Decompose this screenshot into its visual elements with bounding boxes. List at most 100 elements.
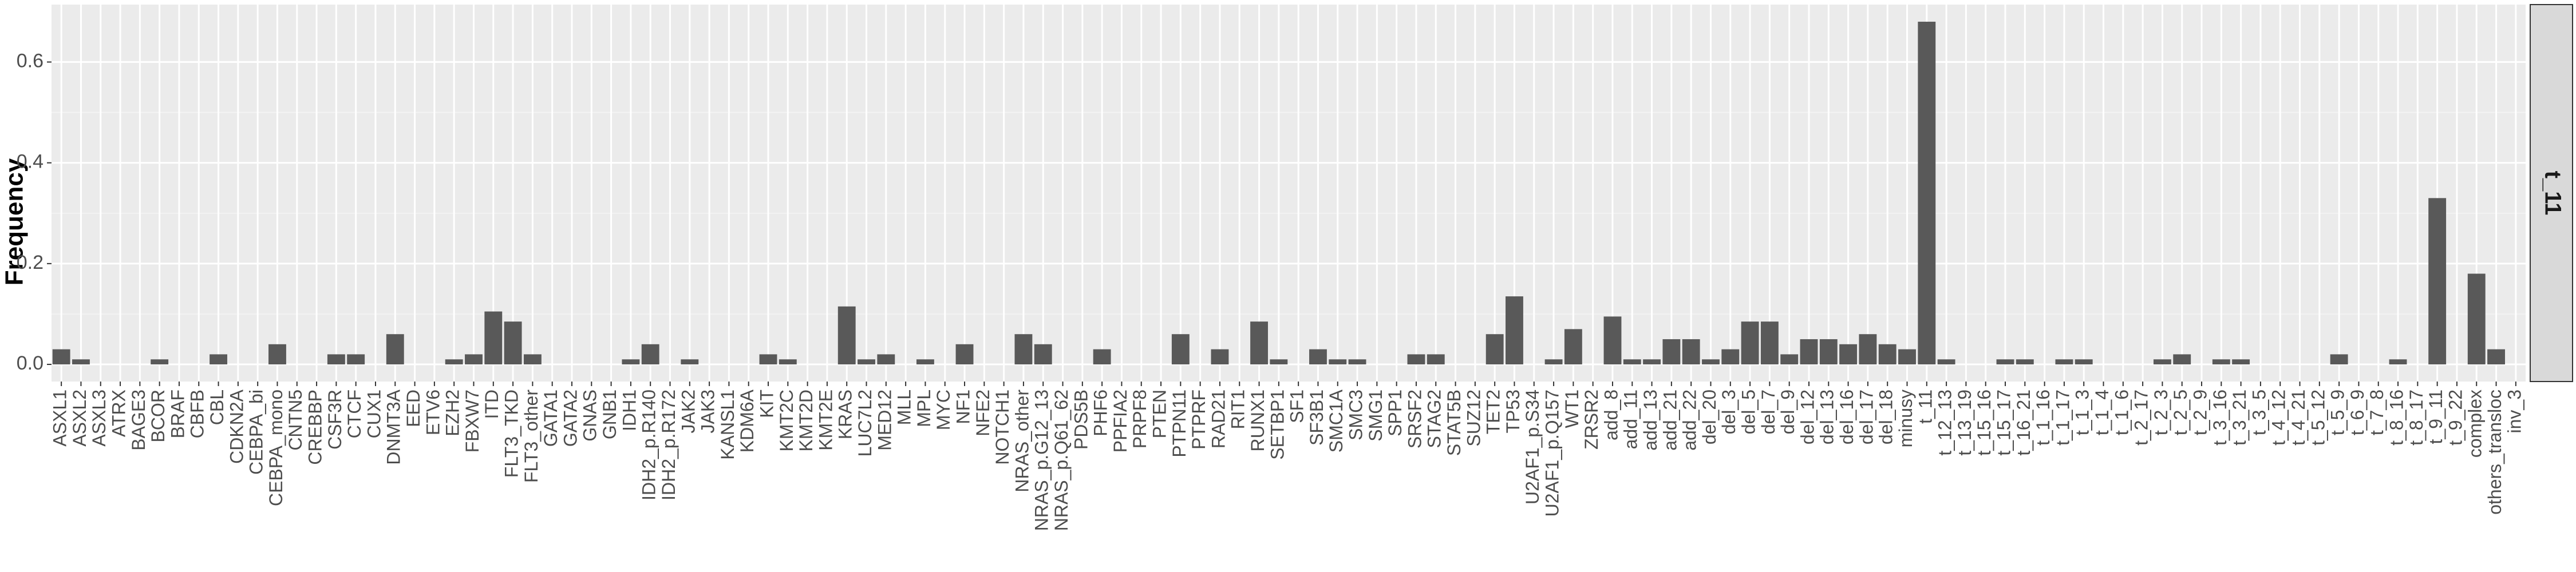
bar	[1996, 359, 2014, 365]
x-tick-label: KMT2C	[776, 390, 797, 451]
x-tick-label: MLL	[894, 390, 915, 425]
bar	[1859, 334, 1877, 365]
x-tick-label: del_13	[1817, 390, 1838, 444]
x-tick-label: NOTCH1	[992, 390, 1013, 465]
bar	[837, 306, 856, 365]
bar	[210, 354, 227, 365]
x-tick-label: ASXL2	[69, 390, 90, 447]
x-tick-label: t_2_9	[2190, 390, 2210, 435]
facet-strip	[2530, 4, 2573, 382]
x-tick-label: del_12	[1797, 390, 1818, 444]
x-tick-label: t_12_13	[1935, 390, 1955, 456]
x-tick-label: t_8_16	[2386, 390, 2407, 446]
x-tick-label: PTPRF	[1188, 390, 1209, 450]
x-tick-label: add_22	[1680, 390, 1700, 451]
plot-background	[52, 5, 2526, 382]
x-tick-label: t_15_17	[1993, 390, 2014, 456]
x-tick-label: ETV6	[422, 390, 443, 435]
x-tick-label: LUC7L2	[855, 390, 875, 456]
bar	[1093, 349, 1111, 365]
x-tick-label: STAG2	[1424, 390, 1445, 448]
x-tick-label: t_1_3	[2072, 390, 2093, 435]
bar	[681, 359, 699, 365]
x-tick-label: SMC1A	[1326, 389, 1346, 452]
x-tick-label: CDKN2A	[226, 389, 247, 463]
bar	[2389, 359, 2407, 365]
x-tick-label: SPP1	[1385, 390, 1405, 436]
x-tick-label: CSF3R	[325, 390, 345, 450]
bar	[1485, 334, 1504, 365]
x-tick-label: PTEN	[1149, 390, 1170, 438]
x-tick-label: CBL	[207, 390, 227, 425]
bar	[2428, 198, 2447, 365]
bar	[386, 334, 404, 365]
bar	[1839, 344, 1858, 365]
x-tick-label: KIT	[756, 390, 777, 418]
x-tick-label: EED	[403, 390, 424, 427]
x-tick-label: t_1_17	[2052, 390, 2073, 446]
x-tick-label: add_21	[1660, 390, 1680, 451]
x-tick-label: inv_3	[2504, 390, 2524, 434]
x-tick-label: t_2_5	[2170, 390, 2191, 435]
x-tick-label: CEBPA_bi	[246, 390, 267, 475]
x-tick-label: ASXL1	[50, 390, 70, 447]
bar	[1819, 339, 1838, 365]
bar	[1014, 334, 1033, 365]
x-tick-label: t_3_5	[2249, 390, 2269, 435]
bar	[523, 354, 542, 365]
x-tick-label: MYC	[933, 390, 954, 430]
x-tick-label: BAGE3	[128, 390, 149, 451]
x-tick-label: SF1	[1287, 390, 1307, 423]
x-tick-label: GNAS	[580, 390, 600, 442]
x-tick-label: t_13_19	[1954, 390, 1975, 456]
bar	[1682, 339, 1700, 365]
x-tick-label: complex	[2465, 390, 2486, 458]
x-tick-label: ITD	[481, 390, 502, 419]
x-tick-label: RIT1	[1228, 390, 1249, 429]
bar	[1348, 359, 1366, 365]
bar	[1427, 354, 1445, 365]
bar	[916, 359, 934, 365]
x-tick-label: FBXW7	[462, 390, 483, 452]
x-tick-label: STAT5B	[1444, 390, 1464, 456]
bar	[1564, 329, 1582, 365]
x-tick-label: CTCF	[344, 390, 365, 438]
bar	[1407, 354, 1425, 365]
x-tick-label: GATA2	[560, 390, 580, 447]
x-tick-label: FLT3_TKD	[501, 390, 522, 478]
bar	[347, 354, 365, 365]
bar	[1506, 296, 1523, 365]
x-tick-label: MPL	[914, 390, 934, 427]
x-tick-label: NRAS_p.G12_13	[1032, 390, 1052, 531]
x-tick-label: EZH2	[442, 390, 463, 436]
bar	[1721, 349, 1740, 365]
x-tick-label: GNB1	[599, 390, 620, 439]
x-tick-label: del_17	[1856, 390, 1876, 444]
x-tick-label: WT1	[1562, 390, 1582, 428]
x-tick-label: KRAS	[835, 390, 856, 439]
y-tick-label: 0.4	[17, 151, 44, 173]
bar	[759, 354, 777, 365]
x-tick-label: DNMT3A	[384, 389, 404, 464]
x-tick-label: RUNX1	[1247, 390, 1268, 451]
x-tick-label: del_7	[1758, 390, 1779, 434]
bar	[1780, 354, 1799, 365]
x-tick-label: del_3	[1718, 390, 1739, 434]
x-tick-label: ATRX	[109, 390, 129, 437]
bar	[2016, 359, 2034, 365]
bar	[2330, 354, 2348, 365]
x-tick-label: SF3B1	[1306, 390, 1327, 446]
bar	[955, 344, 974, 365]
x-tick-label: FLT3_other	[521, 390, 542, 483]
x-tick-label: t_1_16	[2033, 390, 2053, 446]
x-tick-label: NFE2	[973, 390, 993, 436]
bar	[1937, 359, 1955, 365]
bar	[52, 349, 70, 365]
bar	[1623, 359, 1641, 365]
bar	[1741, 321, 1759, 365]
bar	[151, 359, 169, 365]
bar	[622, 359, 640, 365]
x-tick-label: KDM6A	[737, 389, 757, 452]
